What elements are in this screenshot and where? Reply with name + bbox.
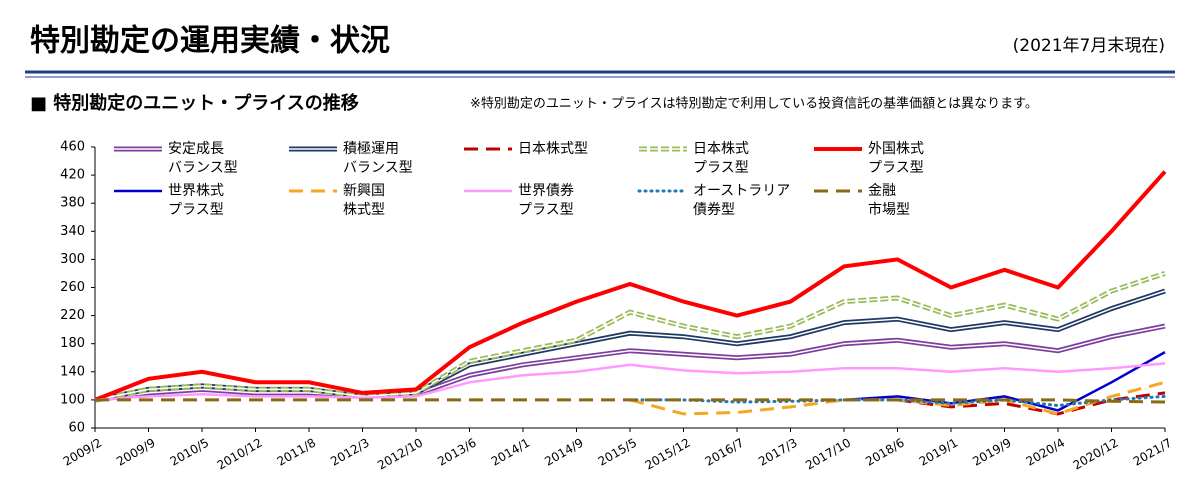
series-line xyxy=(95,398,1166,404)
series-line-core xyxy=(94,325,1166,401)
y-tick-label: 220 xyxy=(60,308,85,323)
y-tick-label: 380 xyxy=(60,196,85,211)
y-tick-label: 460 xyxy=(60,140,85,155)
y-tick-label: 300 xyxy=(60,252,85,267)
legend-swatch xyxy=(114,189,162,193)
x-tick-label: 2015/12 xyxy=(643,436,693,473)
y-tick-label: 100 xyxy=(60,392,85,407)
x-tick-label: 2019/9 xyxy=(970,436,1014,469)
x-tick-label: 2019/1 xyxy=(917,436,961,469)
x-tick-label: 2021/7 xyxy=(1131,436,1175,469)
y-tick-label: 420 xyxy=(60,168,85,183)
legend: 安定成長 バランス型 積極運用 バランス型 日本株式型 日本株式 プラス型 外国株式 プ… xyxy=(112,140,987,220)
x-tick-label: 2020/4 xyxy=(1024,436,1068,469)
legend-item: 世界株式 プラス型 xyxy=(112,182,287,220)
page-title: 特別勘定の運用実績・状況 xyxy=(30,24,390,59)
x-tick-label: 2017/3 xyxy=(756,436,800,469)
series-line-core xyxy=(94,272,1166,401)
x-tick-label: 2010/12 xyxy=(215,436,265,473)
chart-title: ■ 特別勘定のユニット・プライスの推移 xyxy=(30,92,359,114)
page-date: (2021年7月末現在) xyxy=(1013,36,1165,56)
chart-note: ※特別勘定のユニット・プライスは特別勘定で利用している投資信託の基準価額とは異な… xyxy=(470,96,1038,112)
x-tick-label: 2017/10 xyxy=(803,436,853,473)
legend-item: 日本株式 プラス型 xyxy=(637,140,812,178)
legend-swatch xyxy=(114,146,162,152)
y-tick-label: 140 xyxy=(60,364,85,379)
legend-item: 外国株式 プラス型 xyxy=(812,140,987,178)
legend-swatch xyxy=(289,146,337,152)
y-tick-label: 340 xyxy=(60,224,85,239)
x-tick-label: 2009/2 xyxy=(61,436,105,469)
legend-item: 世界債券 プラス型 xyxy=(462,182,637,220)
legend-label: 日本株式 プラス型 xyxy=(693,141,749,176)
legend-label: 世界株式 プラス型 xyxy=(168,183,224,218)
legend-item: オーストラリア 債券型 xyxy=(637,182,812,220)
legend-item: 金融 市場型 xyxy=(812,182,987,220)
y-tick-label: 60 xyxy=(68,421,85,436)
legend-item: 積極運用 バランス型 xyxy=(287,140,462,178)
legend-swatch xyxy=(814,189,862,193)
y-tick-label: 260 xyxy=(60,280,85,295)
x-tick-label: 2014/9 xyxy=(542,436,586,469)
legend-swatch xyxy=(464,189,512,193)
x-tick-label: 2012/3 xyxy=(328,436,372,469)
legend-item: 日本株式型 xyxy=(462,140,637,178)
series-line xyxy=(843,351,1166,412)
series-line xyxy=(94,170,1167,402)
x-tick-label: 2012/10 xyxy=(375,436,425,473)
legend-label: 世界債券 プラス型 xyxy=(518,183,574,218)
legend-label: 新興国 株式型 xyxy=(343,183,385,218)
legend-label: 安定成長 バランス型 xyxy=(168,141,238,176)
x-tick-label: 2009/9 xyxy=(114,436,158,469)
legend-item: 安定成長 バランス型 xyxy=(112,140,287,178)
x-tick-label: 2018/6 xyxy=(863,436,907,469)
x-tick-label: 2016/7 xyxy=(703,436,747,469)
series-line xyxy=(629,380,1166,416)
legend-label: 金融 市場型 xyxy=(868,183,910,218)
legend-swatch xyxy=(289,189,337,193)
y-tick-label: 180 xyxy=(60,336,85,351)
x-tick-label: 2020/12 xyxy=(1071,436,1121,473)
x-tick-label: 2015/5 xyxy=(596,436,640,469)
x-tick-label: 2011/8 xyxy=(275,436,319,469)
legend-swatch xyxy=(464,147,512,151)
legend-label: 外国株式 プラス型 xyxy=(868,141,924,176)
legend-swatch xyxy=(637,189,689,193)
legend-swatch xyxy=(814,147,862,151)
legend-label: オーストラリア 債券型 xyxy=(693,183,791,218)
legend-label: 積極運用 バランス型 xyxy=(343,141,413,176)
series-line xyxy=(94,362,1166,402)
x-tick-label: 2013/6 xyxy=(435,436,479,469)
legend-swatch xyxy=(639,146,687,152)
x-tick-label: 2010/5 xyxy=(168,436,212,469)
legend-label: 日本株式型 xyxy=(518,141,588,157)
legend-item: 新興国 株式型 xyxy=(287,182,462,220)
x-tick-label: 2014/1 xyxy=(489,436,533,469)
